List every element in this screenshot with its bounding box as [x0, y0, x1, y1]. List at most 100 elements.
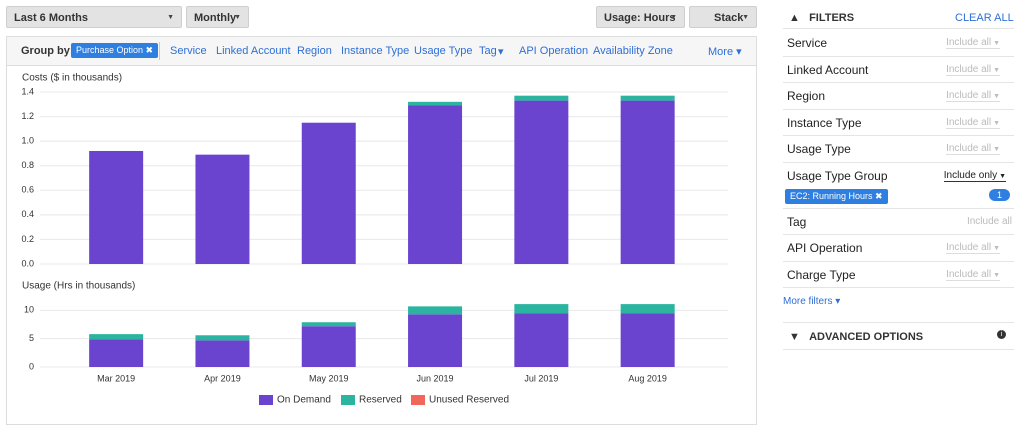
y-axis-title: Usage (Hrs in thousands): [22, 281, 135, 292]
clear-all[interactable]: CLEAR ALL: [955, 12, 1014, 24]
filter-setting[interactable]: Include only: [943, 170, 1006, 182]
view-dropdown[interactable]: Stack: [689, 6, 757, 29]
group-by-option[interactable]: Availability Zone: [593, 45, 673, 57]
bar-segment: [408, 306, 463, 315]
y-tick-label: 1.0: [21, 136, 34, 146]
granularity-dropdown[interactable]: Monthly: [186, 6, 249, 29]
filter-name: Region: [787, 89, 826, 103]
y-tick-label: 10: [24, 305, 34, 315]
more-text: More: [708, 46, 734, 58]
filter-setting[interactable]: Include all: [946, 90, 1000, 102]
filter-row[interactable]: Instance Type Include all: [783, 109, 1014, 136]
filter-name: Tag: [787, 214, 807, 229]
filters-header: ▲ FILTERS: [789, 12, 855, 24]
x-tick-label: Mar 2019: [97, 373, 135, 383]
divider: [159, 42, 160, 60]
bar-segment: [408, 105, 463, 264]
info-icon[interactable]: i: [997, 330, 1006, 339]
bar-segment: [195, 154, 250, 264]
bar-segment: [301, 326, 356, 367]
group-by-option[interactable]: Instance Type: [341, 45, 410, 57]
legend-swatch: [259, 395, 273, 405]
filter-name: Charge Type: [787, 267, 856, 282]
chart-panel: Group by: Purchase Option ✖ More ▾ Servi…: [6, 36, 757, 425]
y-tick-label: 0.6: [21, 185, 34, 195]
group-by-chip[interactable]: Purchase Option ✖: [71, 43, 159, 58]
bar-segment: [89, 334, 144, 340]
filter-row[interactable]: Service Include all: [783, 29, 1014, 57]
filter-name: Usage Type Group: [787, 168, 888, 183]
x-tick-label: Jun 2019: [417, 373, 454, 383]
y-tick-label: 0.2: [21, 234, 34, 244]
group-by-label: Group by:: [21, 45, 74, 57]
bar-segment: [195, 340, 250, 367]
group-by-option[interactable]: API Operation: [519, 45, 589, 57]
bar-segment: [514, 95, 569, 101]
x-tick-label: Jul 2019: [524, 373, 558, 383]
filter-row[interactable]: Region Include all: [783, 82, 1014, 110]
filter-setting[interactable]: Include all: [946, 269, 1000, 281]
bar-segment: [620, 313, 675, 367]
filter-row[interactable]: Linked Account Include all: [783, 56, 1014, 83]
group-by-option[interactable]: Usage Type: [414, 45, 473, 57]
filter-name: Usage Type: [787, 142, 851, 156]
filter-row[interactable]: Tag Include all: [783, 208, 1014, 235]
y-tick-label: 0.4: [21, 209, 34, 219]
bar-segment: [514, 100, 569, 264]
filter-setting[interactable]: Include all: [946, 242, 1000, 254]
filter-setting[interactable]: Include all: [946, 117, 1000, 129]
group-by-bar: Group by: Purchase Option ✖ More ▾ Servi…: [7, 37, 756, 66]
x-tick-label: Aug 2019: [628, 373, 667, 383]
bar-segment: [89, 339, 144, 367]
bar-segment: [195, 335, 250, 341]
time-range-dropdown[interactable]: Last 6 Months: [6, 6, 182, 29]
more-button[interactable]: More ▾: [708, 46, 742, 58]
y-tick-label: 0.0: [21, 258, 34, 268]
filter-row[interactable]: Charge Type Include all: [783, 261, 1014, 288]
bar-segment: [620, 304, 675, 314]
legend-swatch: [341, 395, 355, 405]
advanced-options[interactable]: ▼ ADVANCED OPTIONS i: [783, 322, 1014, 350]
chip-text: Purchase Option: [76, 45, 144, 55]
filter-row[interactable]: Usage Type Include all: [783, 135, 1014, 163]
filter-setting[interactable]: Include all: [966, 215, 1012, 227]
filter-name: Instance Type: [787, 115, 862, 130]
bar-segment: [514, 313, 569, 367]
group-by-option[interactable]: Linked Account: [216, 45, 291, 57]
bar-segment: [620, 95, 675, 101]
filter-row[interactable]: API Operation Include all: [783, 234, 1014, 262]
filter-setting[interactable]: Include all: [946, 37, 1000, 49]
filters-title: FILTERS: [809, 12, 855, 24]
x-tick-label: May 2019: [309, 373, 349, 383]
group-by-option[interactable]: Tag: [479, 45, 497, 57]
bar-segment: [408, 101, 463, 106]
bar-segment: [514, 304, 569, 314]
filter-row[interactable]: Usage Type Group Include only EC2: Running…: [783, 162, 1014, 209]
y-tick-label: 5: [29, 333, 34, 343]
group-by-option[interactable]: Service: [170, 45, 207, 57]
x-tick-label: Apr 2019: [204, 373, 241, 383]
y-tick-label: 1.4: [21, 86, 34, 96]
group-by-option[interactable]: Region: [297, 45, 332, 57]
advanced-text: ADVANCED OPTIONS: [809, 331, 924, 343]
y-tick-label: 0: [29, 361, 34, 371]
y-axis-title: Costs ($ in thousands): [22, 73, 122, 84]
filter-setting[interactable]: Include all: [946, 143, 1000, 155]
legend-label: Unused Reserved: [429, 395, 509, 406]
filter-count: 1: [988, 188, 1010, 201]
y-tick-label: 0.8: [21, 160, 34, 170]
legend-label: Reserved: [359, 395, 402, 406]
y-tick-label: 1.2: [21, 111, 34, 121]
filter-chip-text: EC2: Running Hours: [790, 190, 873, 201]
more-filters[interactable]: More filters ▾: [783, 296, 841, 307]
legend-swatch: [411, 395, 425, 405]
usage-dropdown[interactable]: Usage: Hours: [596, 6, 685, 29]
bar-segment: [408, 314, 463, 367]
filter-setting[interactable]: Include all: [946, 64, 1000, 76]
filter-chip[interactable]: EC2: Running Hours ✖: [785, 188, 888, 204]
filter-name: API Operation: [787, 241, 863, 255]
bar-segment: [301, 122, 356, 264]
bar-segment: [620, 100, 675, 264]
